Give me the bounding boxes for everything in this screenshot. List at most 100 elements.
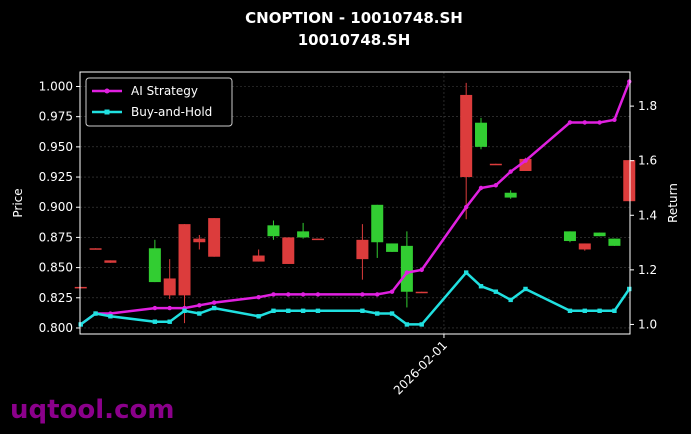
buy-and-hold-point: [197, 311, 202, 316]
ai-strategy-point: [627, 79, 632, 84]
candle-body: [415, 291, 428, 294]
candle-body: [282, 237, 295, 264]
buy-and-hold-point: [612, 308, 617, 314]
buy-and-hold-point: [523, 286, 528, 292]
candle: [608, 238, 621, 246]
candle: [489, 163, 502, 166]
plot-frame: [79, 71, 631, 335]
left-tick-label: 0.950: [39, 140, 73, 154]
candle-body: [371, 204, 384, 243]
buy-and-hold-point: [286, 308, 291, 314]
candle: [563, 231, 576, 243]
candles: [74, 82, 636, 324]
candle: [356, 224, 369, 280]
candle-body: [489, 163, 502, 166]
candle-body: [608, 238, 621, 246]
buy-and-hold-point: [597, 308, 602, 314]
buy-and-hold-point: [256, 314, 261, 319]
return-lines: [78, 79, 632, 327]
candle-body: [475, 122, 488, 147]
chart-title: CNOPTION - 10010748.SH: [245, 9, 463, 27]
buy-and-hold-point: [108, 314, 113, 319]
candle: [148, 239, 161, 283]
buy-and-hold-point: [419, 322, 424, 327]
left-tick-label: 0.925: [39, 170, 73, 184]
candle-body: [504, 192, 517, 198]
ai-strategy-point: [167, 305, 172, 311]
ai-strategy-point: [493, 183, 499, 188]
buy-and-hold-point: [493, 289, 499, 294]
candle: [475, 117, 488, 150]
candle: [74, 286, 87, 289]
buy-and-hold-point: [93, 311, 98, 316]
buy-and-hold-point: [567, 308, 573, 314]
buy-and-hold-point: [478, 284, 484, 289]
candle-body: [297, 231, 310, 238]
candle: [208, 218, 221, 257]
candle: [400, 231, 413, 308]
buy-and-hold-point: [167, 319, 172, 324]
buy-and-hold-point: [315, 308, 321, 314]
candle-body: [311, 238, 324, 241]
candle-body: [178, 224, 191, 296]
left-tick-label: 0.975: [39, 110, 73, 124]
candle: [460, 82, 473, 220]
ai-strategy-point: [508, 169, 513, 174]
ai-strategy-point: [197, 303, 202, 308]
candle: [267, 220, 280, 240]
candle-body: [104, 260, 117, 263]
ai-strategy-point: [582, 120, 587, 125]
buy-and-hold-point: [389, 311, 395, 316]
chart-subtitle: 10010748.SH: [298, 31, 411, 49]
candle-body: [593, 232, 606, 237]
candle-body: [356, 239, 369, 260]
ai-strategy-point: [478, 185, 484, 191]
left-tick-label: 0.900: [39, 200, 73, 214]
legend-buy-and-hold-marker: [104, 109, 110, 115]
right-tick-label: 1.0: [638, 317, 657, 331]
candle: [193, 234, 206, 250]
ai-strategy-point: [286, 292, 291, 297]
candle: [386, 243, 399, 252]
candle-body: [163, 278, 176, 296]
buy-and-hold-point: [182, 308, 187, 314]
buy-and-hold-point: [152, 319, 158, 324]
y-axis-label-right: Return: [666, 183, 680, 223]
candle-body: [400, 245, 413, 292]
ai-strategy-point: [271, 292, 276, 297]
candle-body: [89, 248, 102, 250]
candle-body: [563, 231, 576, 242]
ai-strategy-point: [389, 289, 395, 294]
candle: [252, 249, 265, 262]
candle: [623, 160, 636, 202]
buy-and-hold-point: [271, 308, 276, 314]
ai-strategy-point: [211, 300, 217, 305]
candle-body: [460, 94, 473, 178]
legend-box: [85, 77, 233, 127]
ai-strategy-point: [315, 292, 321, 297]
left-tick-label: 0.875: [39, 230, 73, 244]
legend-ai-strategy-label: AI Strategy: [131, 84, 198, 98]
buy-and-hold-point: [211, 305, 217, 311]
candle: [311, 238, 324, 241]
candle: [163, 259, 176, 299]
left-tick-label: 0.800: [39, 321, 73, 335]
left-tick-label: 1.000: [39, 79, 73, 93]
ai-strategy-point: [419, 267, 424, 273]
right-tick-label: 1.4: [638, 208, 657, 222]
ai-strategy-point: [463, 204, 469, 210]
ai-strategy-point: [152, 305, 158, 311]
candle-body: [623, 160, 636, 202]
buy-and-hold-point: [463, 270, 469, 275]
candle: [578, 243, 591, 251]
buy-and-hold-point: [582, 308, 587, 314]
buy-and-hold-point: [508, 297, 513, 303]
legend-buy-and-hold-label: Buy-and-Hold: [131, 105, 212, 119]
ai-strategy-point: [597, 120, 602, 125]
candle: [282, 237, 295, 264]
watermark: uqtool.com: [10, 395, 174, 425]
left-tick-label: 0.850: [39, 261, 73, 275]
right-y-axis: 1.0 1.2 1.4 1.6 1.8: [630, 99, 657, 331]
right-tick-label: 1.8: [638, 99, 657, 113]
